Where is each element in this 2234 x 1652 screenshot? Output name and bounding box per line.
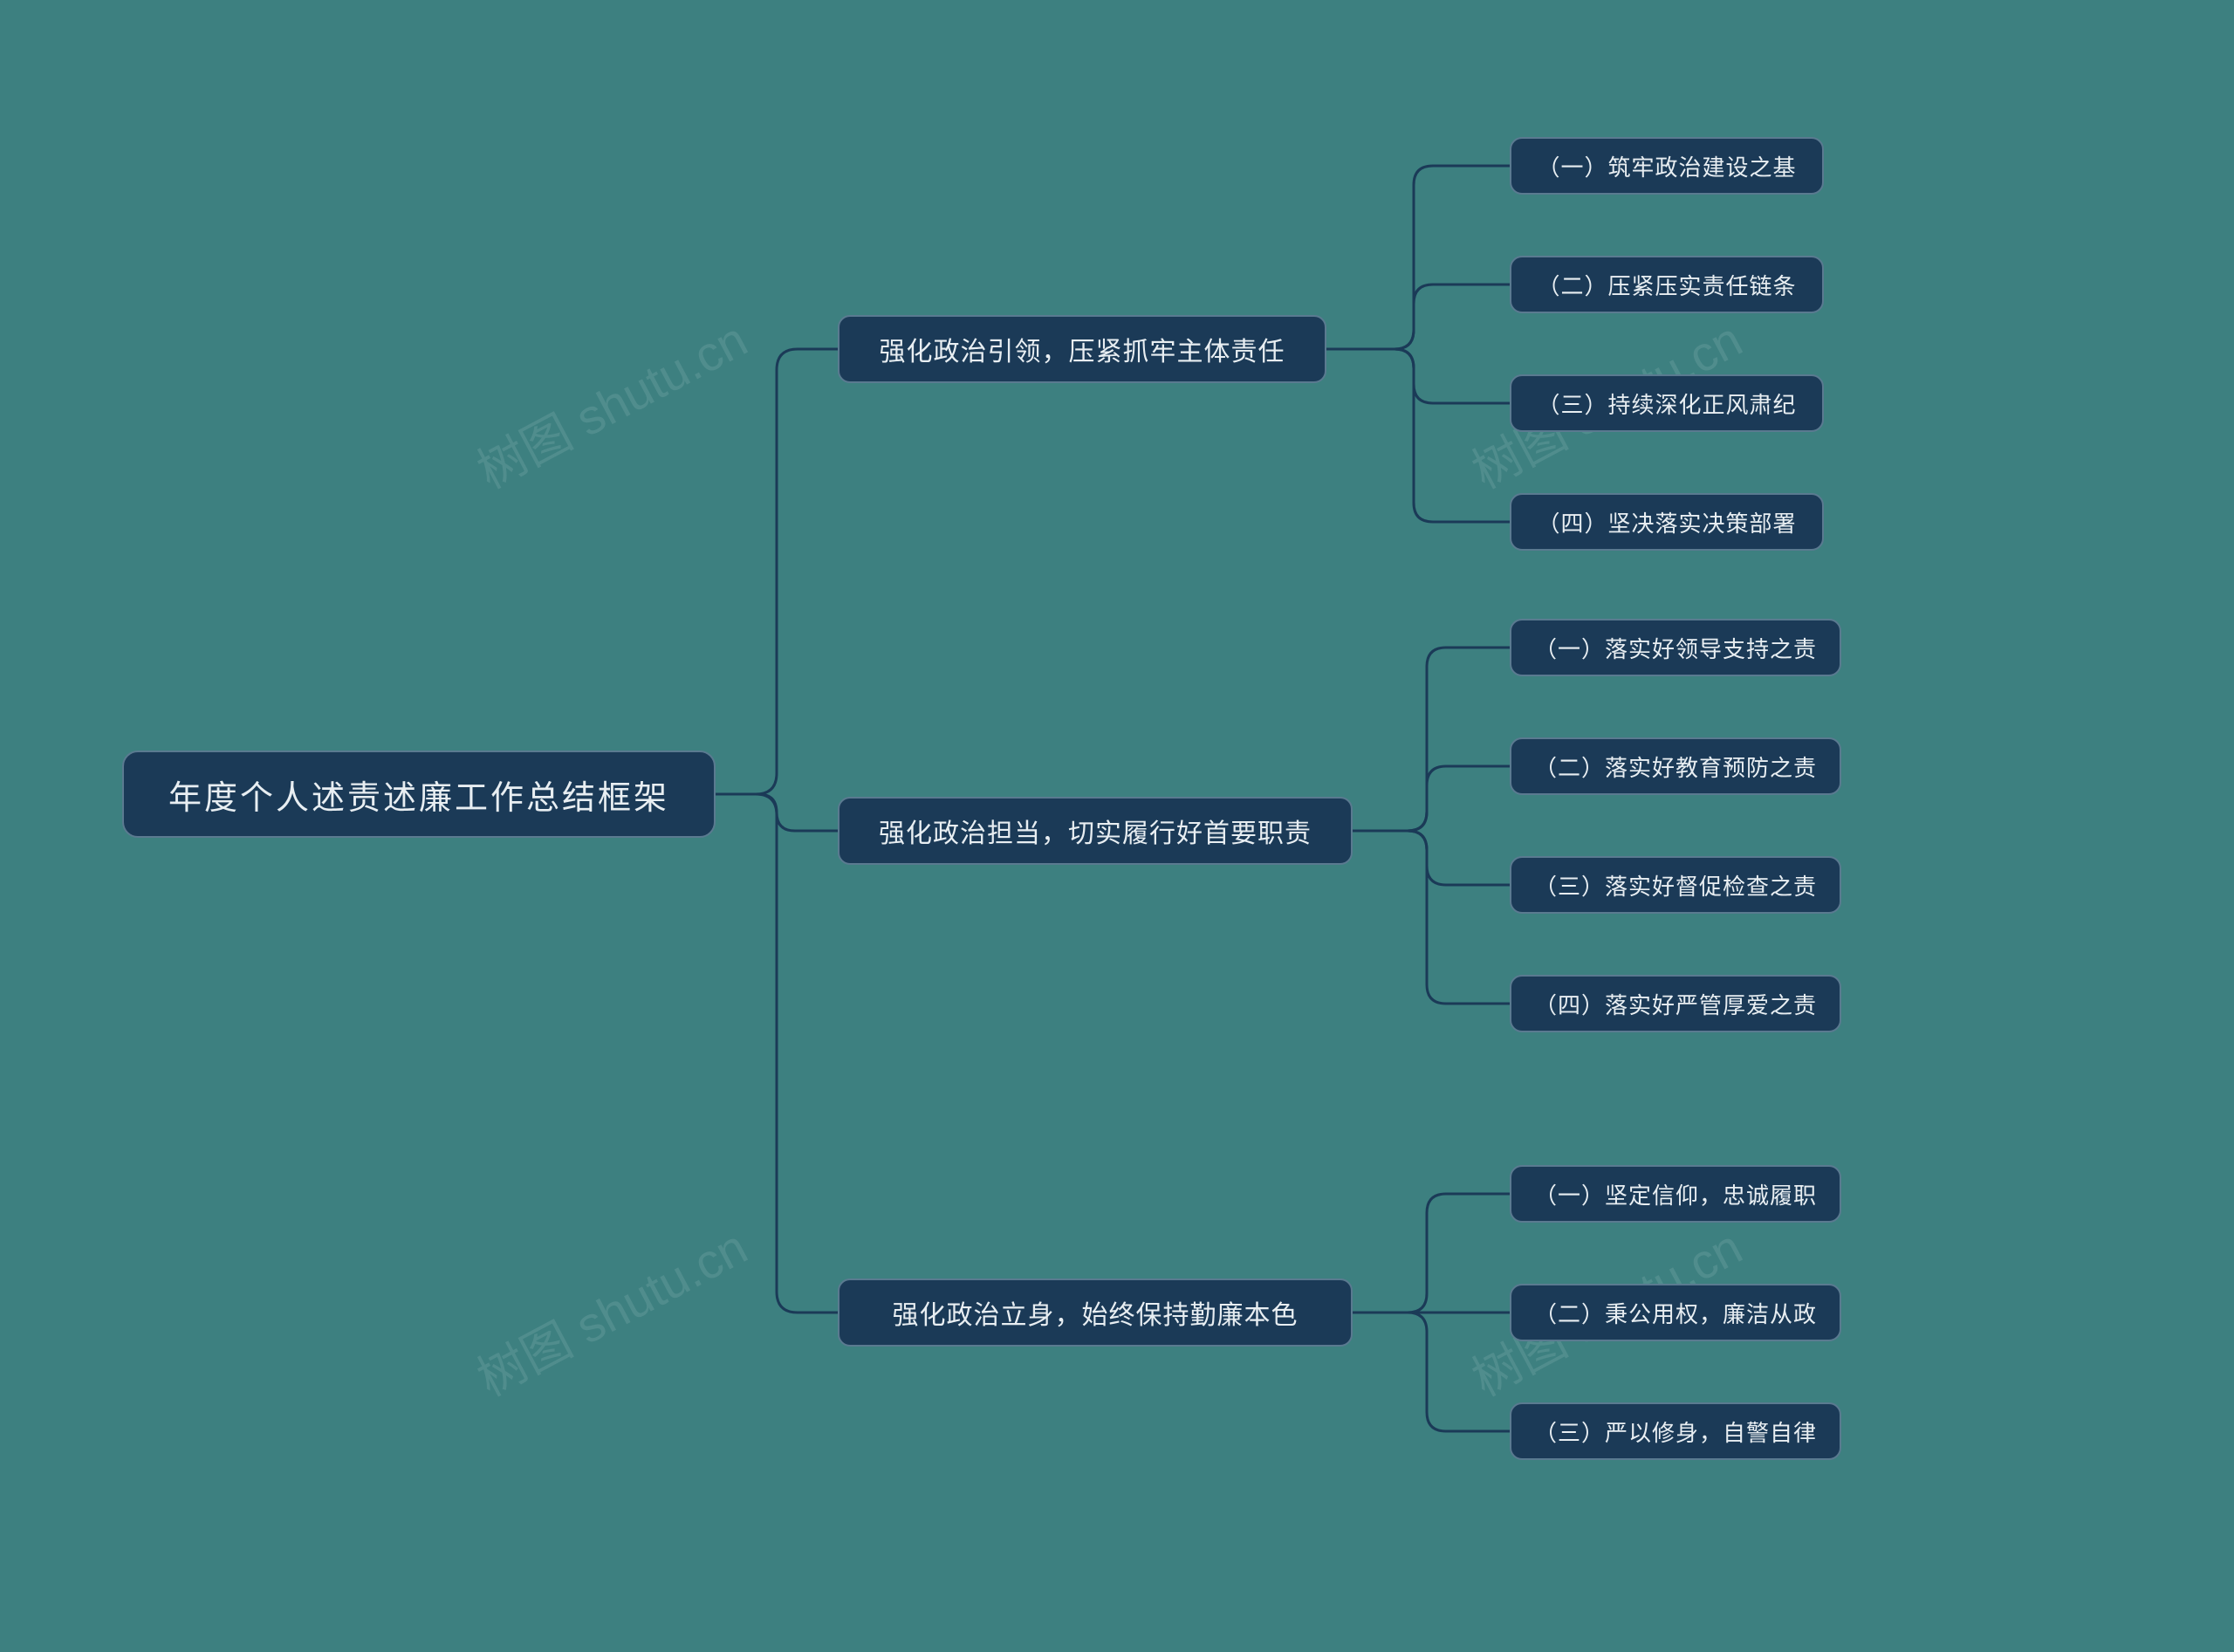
leaf-label: （二）落实好教育预防之责 [1534,751,1817,783]
leaf-node-1-1[interactable]: （二）落实好教育预防之责 [1510,737,1841,795]
leaf-node-0-1[interactable]: （二）压紧压实责任链条 [1510,256,1824,313]
leaf-node-0-2[interactable]: （三）持续深化正风肃纪 [1510,374,1824,432]
leaf-node-1-3[interactable]: （四）落实好严管厚爱之责 [1510,975,1841,1032]
leaf-node-0-3[interactable]: （四）坚决落实决策部署 [1510,493,1824,551]
branch-node-1[interactable]: 强化政治担当，切实履行好首要职责 [838,797,1353,865]
leaf-node-2-0[interactable]: （一）坚定信仰，忠诚履职 [1510,1165,1841,1223]
leaf-label: （四）坚决落实决策部署 [1537,506,1796,538]
root-node[interactable]: 年度个人述责述廉工作总结框架 [122,751,716,838]
leaf-label: （三）落实好督促检查之责 [1534,869,1817,901]
root-label: 年度个人述责述廉工作总结框架 [168,771,669,819]
leaf-node-1-0[interactable]: （一）落实好领导支持之责 [1510,619,1841,676]
branch-node-0[interactable]: 强化政治引领，压紧抓牢主体责任 [838,315,1326,383]
leaf-label: （三）持续深化正风肃纪 [1537,387,1796,420]
leaf-label: （一）筑牢政治建设之基 [1537,150,1796,182]
branch-label: 强化政治引领，压紧抓牢主体责任 [880,330,1285,368]
branch-label: 强化政治立身，始终保持勤廉本色 [893,1293,1299,1332]
leaf-label: （四）落实好严管厚爱之责 [1534,988,1817,1020]
branch-label: 强化政治担当，切实履行好首要职责 [879,812,1312,850]
mindmap-canvas: 树图 shutu.cn 树图 shutu.cn 树图 shutu.cn 树图 s… [0,0,2234,1652]
branch-node-2[interactable]: 强化政治立身，始终保持勤廉本色 [838,1278,1353,1347]
leaf-label: （三）严以修身，自警自律 [1534,1416,1817,1448]
leaf-label: （一）坚定信仰，忠诚履职 [1534,1178,1817,1210]
leaf-node-2-1[interactable]: （二）秉公用权，廉洁从政 [1510,1284,1841,1341]
leaf-label: （一）落实好领导支持之责 [1534,632,1817,664]
leaf-node-1-2[interactable]: （三）落实好督促检查之责 [1510,856,1841,914]
watermark: 树图 shutu.cn [463,301,758,503]
leaf-node-2-2[interactable]: （三）严以修身，自警自律 [1510,1402,1841,1460]
leaf-label: （二）秉公用权，廉洁从政 [1534,1297,1817,1329]
leaf-node-0-0[interactable]: （一）筑牢政治建设之基 [1510,137,1824,195]
watermark: 树图 shutu.cn [463,1209,758,1410]
leaf-label: （二）压紧压实责任链条 [1537,269,1796,301]
